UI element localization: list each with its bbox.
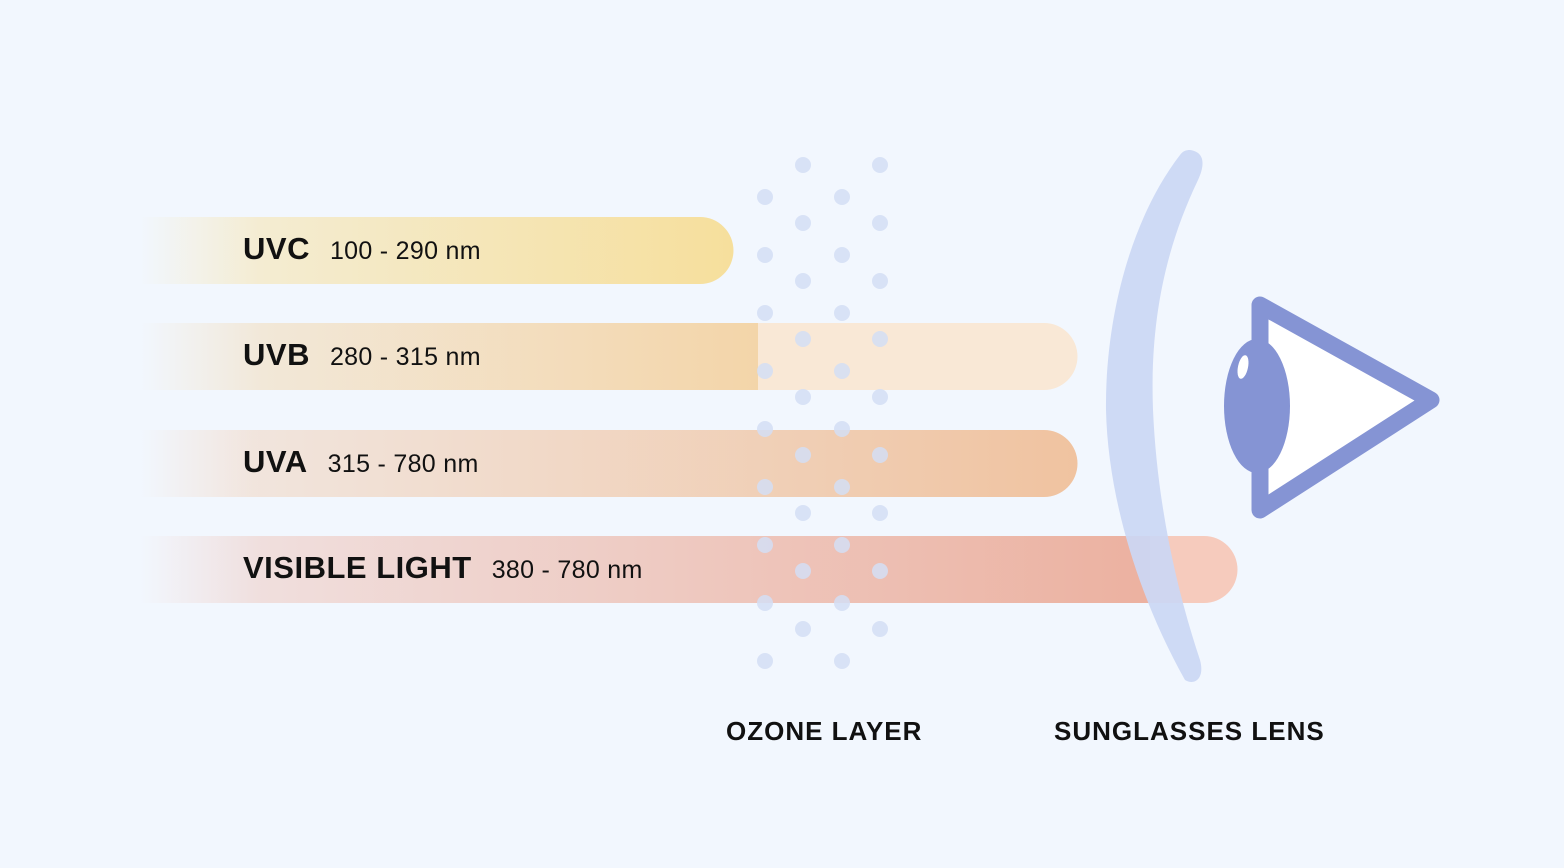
uvc-bar: [140, 217, 734, 284]
band-uvc-label: UVC 100 - 290 nm: [243, 231, 481, 267]
band-name: UVB: [243, 337, 310, 372]
eye-icon: [1224, 296, 1440, 519]
sunglasses-lens-caption: SUNGLASSES LENS: [1054, 716, 1325, 746]
ozone-layer-dots: [757, 157, 888, 669]
band-visible-light-label: VISIBLE LIGHT 380 - 780 nm: [243, 550, 643, 586]
band-name: UVA: [243, 444, 308, 479]
band-range: 315 - 780 nm: [327, 450, 479, 478]
band-uvb-label: UVB 280 - 315 nm: [243, 337, 481, 373]
band-name: UVC: [243, 231, 310, 266]
visible-light-bar: [140, 536, 1150, 603]
ozone-layer-caption: OZONE LAYER: [726, 716, 923, 746]
band-range: 380 - 780 nm: [491, 556, 643, 584]
band-range: 280 - 315 nm: [329, 343, 481, 371]
band-uva-label: UVA 315 - 780 nm: [243, 444, 479, 480]
uvb-bar: [140, 323, 758, 390]
band-name: VISIBLE LIGHT: [243, 550, 472, 585]
sunglasses-lens: [1105, 150, 1203, 682]
band-range: 100 - 290 nm: [329, 237, 481, 265]
